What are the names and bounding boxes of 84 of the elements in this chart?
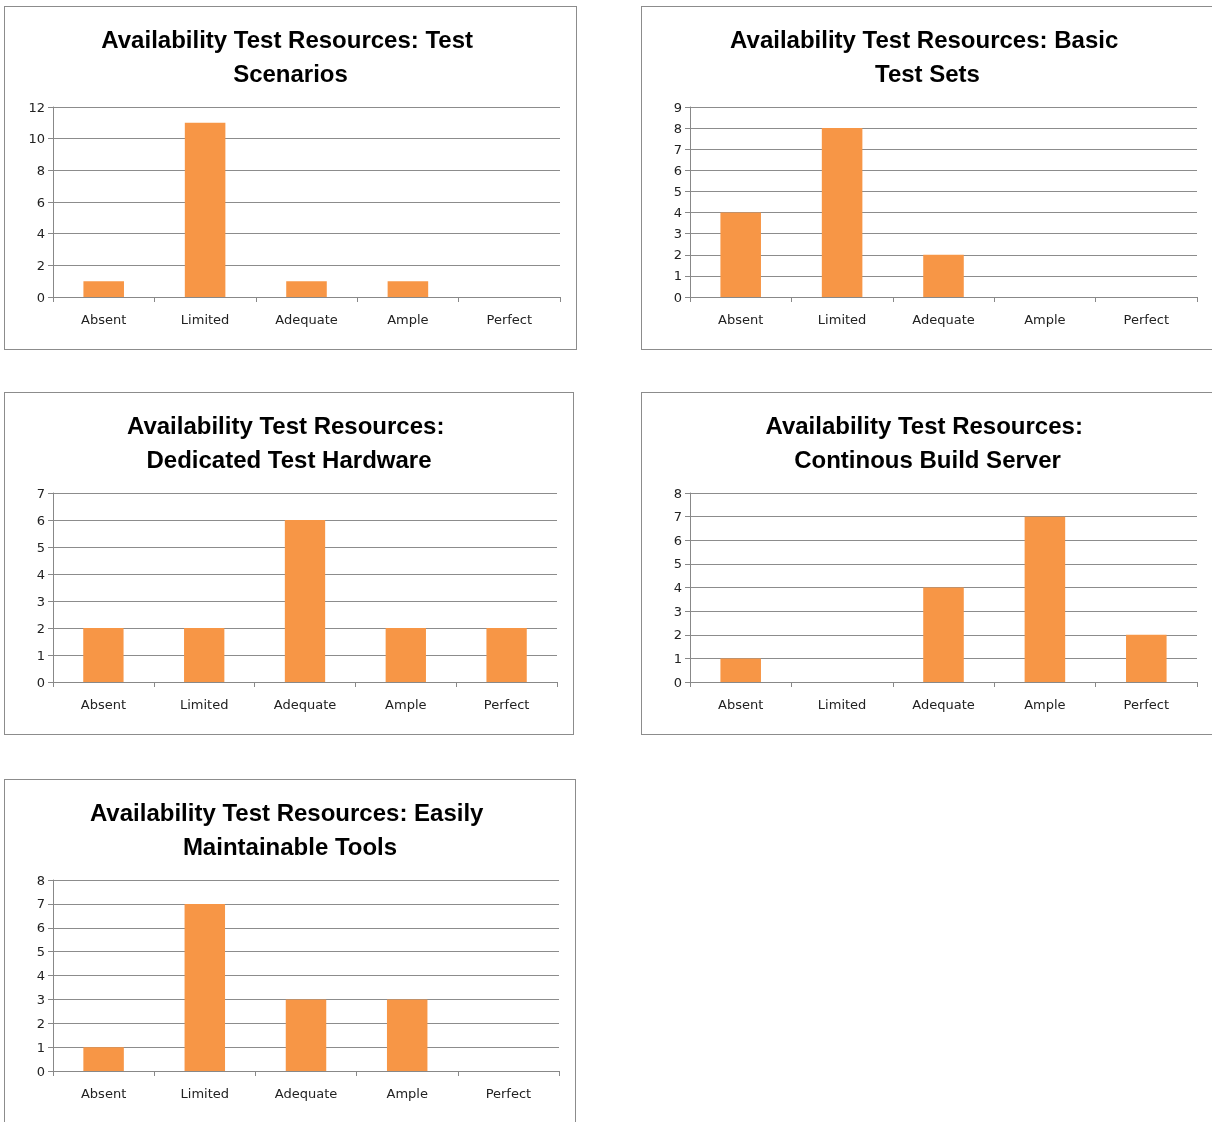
bar	[83, 1047, 124, 1071]
y-tick-label: 5	[36, 539, 45, 555]
bar	[923, 254, 964, 297]
x-tick-label: Limited	[180, 1086, 230, 1101]
bar	[184, 903, 226, 1071]
y-tick-label: 6	[673, 162, 682, 178]
x-tick-label: Ample	[385, 697, 427, 712]
y-tick-label: 3	[673, 603, 682, 619]
y-tick-label: 5	[673, 183, 682, 199]
x-tick-label: Adequate	[912, 697, 975, 712]
x-tick-label: Perfect	[483, 697, 530, 712]
y-tick-label: 0	[673, 674, 682, 690]
bar	[386, 999, 428, 1071]
y-tick-label: 5	[36, 944, 45, 960]
y-tick-label: 8	[36, 162, 45, 178]
y-tick-label: 12	[28, 99, 45, 115]
y-tick-label: 7	[673, 141, 682, 157]
y-tick-label: 4	[673, 580, 682, 595]
bar	[821, 128, 863, 297]
x-tick-label: Limited	[817, 312, 867, 327]
y-tick-label: 7	[36, 896, 45, 912]
x-tick-label: Absent	[81, 312, 127, 327]
chart-title: Availability Test Resources: Test Scenarios	[101, 25, 480, 87]
y-tick-label: 5	[673, 556, 682, 572]
bar	[1126, 634, 1167, 682]
x-tick-label: Ample	[1024, 697, 1066, 712]
y-tick-label: 1	[673, 268, 682, 284]
y-tick-label: 10	[28, 131, 45, 147]
chart-title: Availability Test Resources: Continous Build Server	[765, 411, 1090, 473]
y-tick-label: 4	[673, 205, 682, 221]
bar	[1024, 516, 1066, 682]
y-tick-label: 2	[36, 257, 45, 273]
chart-title: Availability Test Resources: Basic Test Sets	[730, 25, 1125, 87]
y-tick-label: 2	[36, 1015, 45, 1031]
y-tick-label: 3	[36, 593, 45, 609]
x-tick-label: Perfect	[485, 1086, 532, 1101]
y-tick-label: 3	[673, 226, 682, 242]
y-tick-label: 1	[673, 650, 682, 666]
y-tick-label: 3	[36, 991, 45, 1007]
y-tick-label: 6	[673, 532, 682, 548]
y-tick-label: 4	[36, 226, 45, 242]
x-tick-label: Adequate	[273, 697, 337, 712]
x-tick-label: Absent	[80, 697, 127, 712]
bar	[720, 212, 761, 297]
y-tick-label: 2	[673, 627, 682, 643]
y-tick-label: 7	[673, 509, 682, 525]
x-tick-label: Absent	[80, 1086, 127, 1101]
x-tick-label: Limited	[817, 697, 867, 712]
y-tick-label: 6	[36, 920, 45, 936]
y-tick-label: 8	[673, 120, 682, 136]
x-tick-label: Perfect	[1123, 697, 1170, 712]
y-tick-label: 0	[673, 289, 682, 305]
bar	[923, 587, 964, 682]
x-tick-label: Absent	[718, 697, 764, 712]
x-tick-label: Limited	[180, 312, 230, 327]
x-tick-label: Perfect	[486, 312, 533, 327]
x-tick-label: Adequate	[274, 1086, 338, 1101]
y-tick-label: 8	[673, 485, 682, 501]
chart-title: Availability Test Resources: Dedicated Test Hardware	[126, 411, 452, 473]
y-tick-label: 1	[36, 1039, 45, 1055]
y-tick-label: 0	[36, 1063, 45, 1079]
y-tick-label: 0	[36, 674, 45, 690]
bar	[720, 658, 761, 682]
y-tick-label: 7	[36, 485, 45, 501]
x-tick-label: Ample	[387, 312, 429, 327]
x-tick-label: Limited	[179, 697, 229, 712]
x-tick-label: Absent	[718, 312, 764, 327]
y-tick-label: 0	[36, 289, 45, 305]
x-tick-label: Adequate	[912, 312, 975, 327]
y-tick-label: 6	[36, 194, 45, 210]
y-tick-label: 4	[36, 968, 45, 983]
y-tick-label: 4	[36, 566, 45, 582]
chart-title: Availability Test Resources: Easily Maintainable Tools	[89, 798, 491, 860]
bar	[285, 999, 327, 1071]
y-tick-label: 8	[36, 872, 45, 888]
x-tick-label: Adequate	[275, 312, 338, 327]
x-tick-label: Perfect	[1123, 312, 1170, 327]
y-tick-label: 1	[36, 647, 45, 663]
y-tick-label: 6	[36, 512, 45, 528]
x-tick-label: Ample	[386, 1086, 428, 1101]
x-tick-label: Ample	[1024, 312, 1066, 327]
y-tick-label: 2	[36, 620, 45, 636]
y-tick-label: 2	[673, 247, 682, 263]
y-tick-label: 9	[673, 99, 682, 115]
